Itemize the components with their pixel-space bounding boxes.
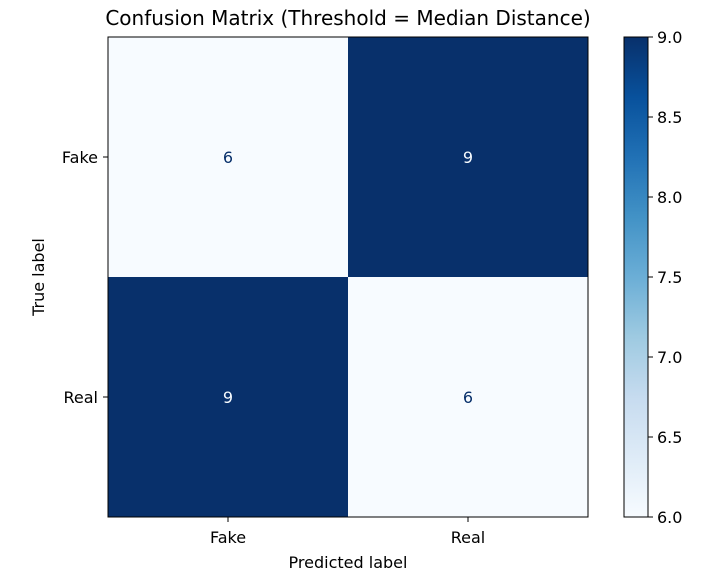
- matrix-cell: [348, 37, 588, 277]
- colorbar-tick-label: 7.5: [657, 268, 682, 287]
- plot-frame: [107, 36, 589, 518]
- colorbar-tick-label: 6.5: [657, 428, 682, 447]
- colorbar: [623, 36, 649, 518]
- x-tick-label: Fake: [210, 528, 246, 547]
- matrix-cell-labels: 6 9 9 6: [223, 148, 473, 407]
- cell-value-label: 6: [223, 148, 233, 167]
- x-tick-label: Real: [451, 528, 486, 547]
- x-axis-ticks: Fake Real: [210, 517, 485, 547]
- y-tick-label: Real: [64, 388, 99, 407]
- colorbar-tick-label: 7.0: [657, 348, 682, 367]
- colorbar-tick-label: 8.5: [657, 108, 682, 127]
- matrix-cell: [108, 277, 348, 517]
- cell-value-label: 9: [223, 388, 233, 407]
- cell-value-label: 6: [463, 388, 473, 407]
- colorbar-tick-label: 8.0: [657, 188, 682, 207]
- y-axis-label: True label: [29, 238, 48, 317]
- x-axis-label: Predicted label: [289, 553, 408, 572]
- colorbar-tick-label: 6.0: [657, 508, 682, 527]
- matrix-cells: [108, 37, 588, 517]
- chart-title: Confusion Matrix (Threshold = Median Dis…: [105, 6, 590, 30]
- y-tick-label: Fake: [62, 148, 98, 167]
- matrix-cell: [348, 277, 588, 517]
- cell-value-label: 9: [463, 148, 473, 167]
- matrix-cell: [108, 37, 348, 277]
- y-axis-ticks: Fake Real: [62, 148, 108, 407]
- colorbar-tick-label: 9.0: [657, 28, 682, 47]
- colorbar-ticks: 6.0 6.5 7.0 7.5 8.0 8.5 9.0: [648, 28, 682, 527]
